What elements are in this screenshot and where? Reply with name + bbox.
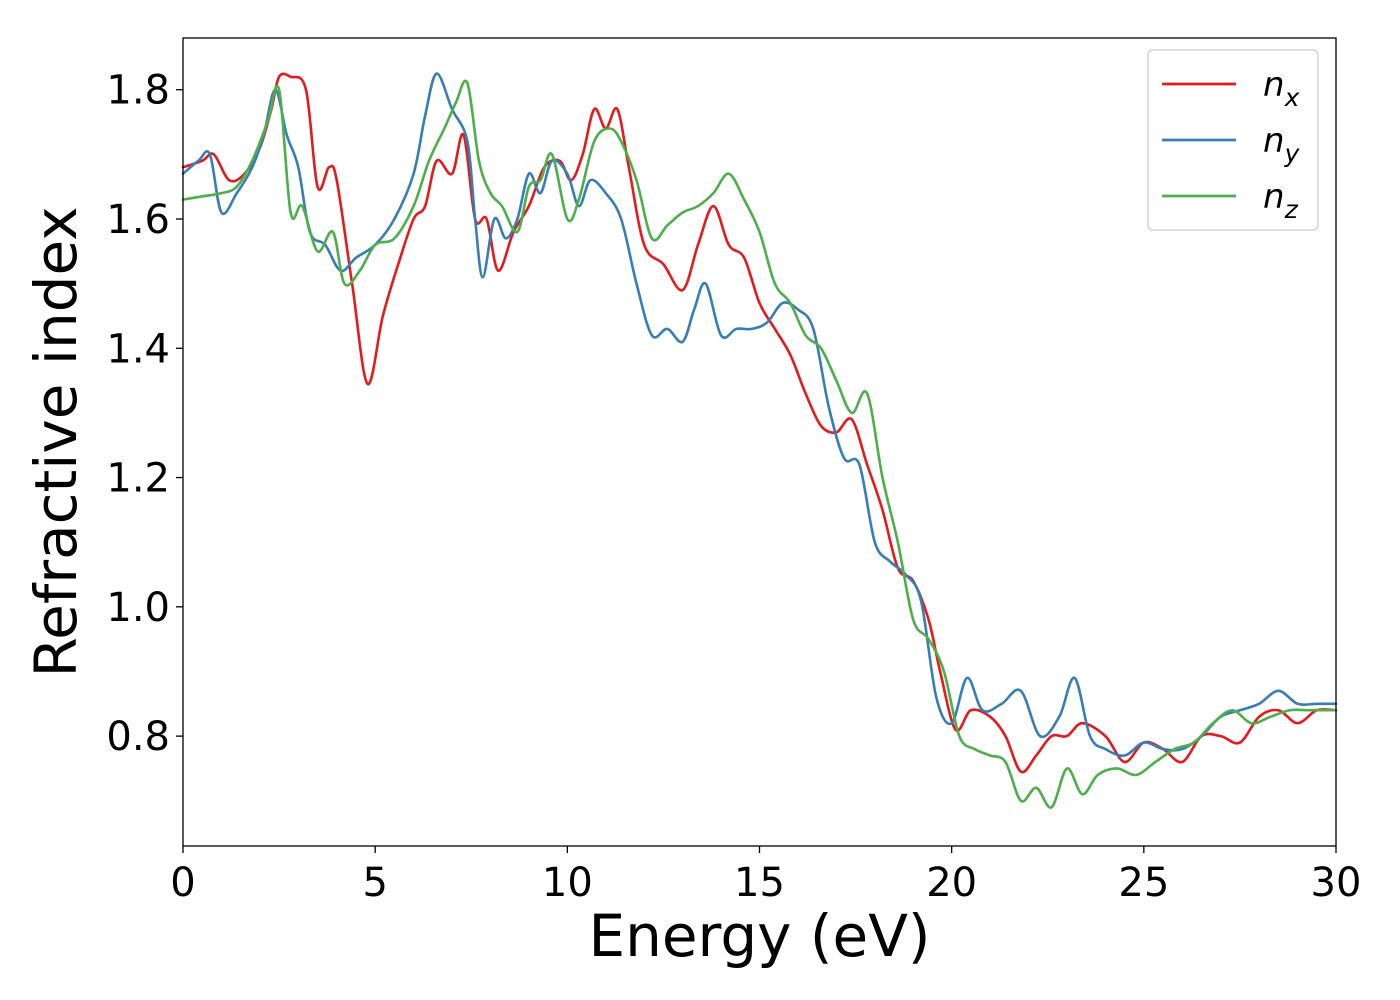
series-layer <box>181 72 1338 809</box>
x-axis-title: Energy (eV) <box>588 902 930 970</box>
series-line-n-z <box>181 79 1338 809</box>
x-tick-label: 15 <box>734 860 785 906</box>
legend-label-n-y: ny <box>1263 121 1301 168</box>
series-line-n-y <box>181 72 1338 757</box>
legend: nx ny nz <box>1147 49 1319 231</box>
y-tick-label: 1.0 <box>106 585 170 631</box>
legend-label-n-z: nz <box>1263 177 1299 224</box>
y-tick-label: 1.2 <box>106 456 170 502</box>
x-tick-label: 30 <box>1311 860 1362 906</box>
y-tick-label: 0.8 <box>106 714 170 760</box>
x-tick-label: 20 <box>926 860 977 906</box>
y-axis: 0.8 1.0 1.2 1.4 1.6 1.8 <box>106 68 183 760</box>
y-tick-label: 1.6 <box>106 197 170 243</box>
x-tick-label: 5 <box>362 860 387 906</box>
legend-label-n-x: nx <box>1263 65 1300 112</box>
series-line-n-x <box>181 72 1338 774</box>
x-tick-label: 0 <box>170 860 195 906</box>
x-axis: 0 5 10 15 20 25 30 <box>170 846 1361 906</box>
y-tick-label: 1.8 <box>106 68 170 114</box>
y-axis-title: Refractive index <box>22 206 90 677</box>
y-tick-label: 1.4 <box>106 326 170 372</box>
x-tick-label: 25 <box>1118 860 1169 906</box>
x-tick-label: 10 <box>542 860 593 906</box>
